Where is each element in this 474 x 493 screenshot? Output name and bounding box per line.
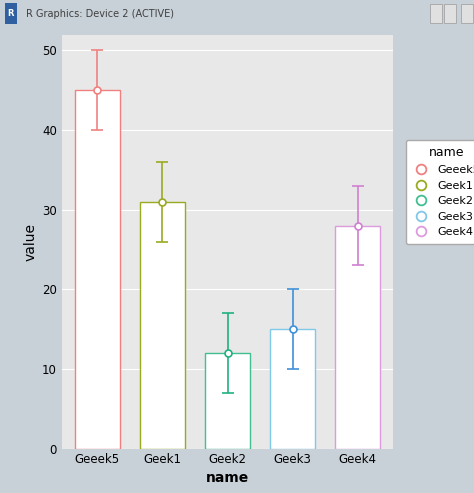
Bar	[444, 4, 456, 23]
Text: R Graphics: Device 2 (ACTIVE): R Graphics: Device 2 (ACTIVE)	[26, 8, 174, 19]
Bar	[335, 226, 381, 449]
Legend: Geeek5, Geek1, Geek2, Geek3, Geek4: Geeek5, Geek1, Geek2, Geek3, Geek4	[406, 140, 474, 244]
Bar	[140, 202, 185, 449]
Bar	[430, 4, 442, 23]
Bar	[205, 353, 250, 449]
Bar	[461, 4, 473, 23]
Bar	[74, 90, 120, 449]
Bar	[270, 329, 315, 449]
X-axis label: name: name	[206, 471, 249, 485]
Y-axis label: value: value	[24, 222, 38, 261]
Text: R: R	[8, 9, 14, 18]
Bar	[5, 3, 17, 24]
